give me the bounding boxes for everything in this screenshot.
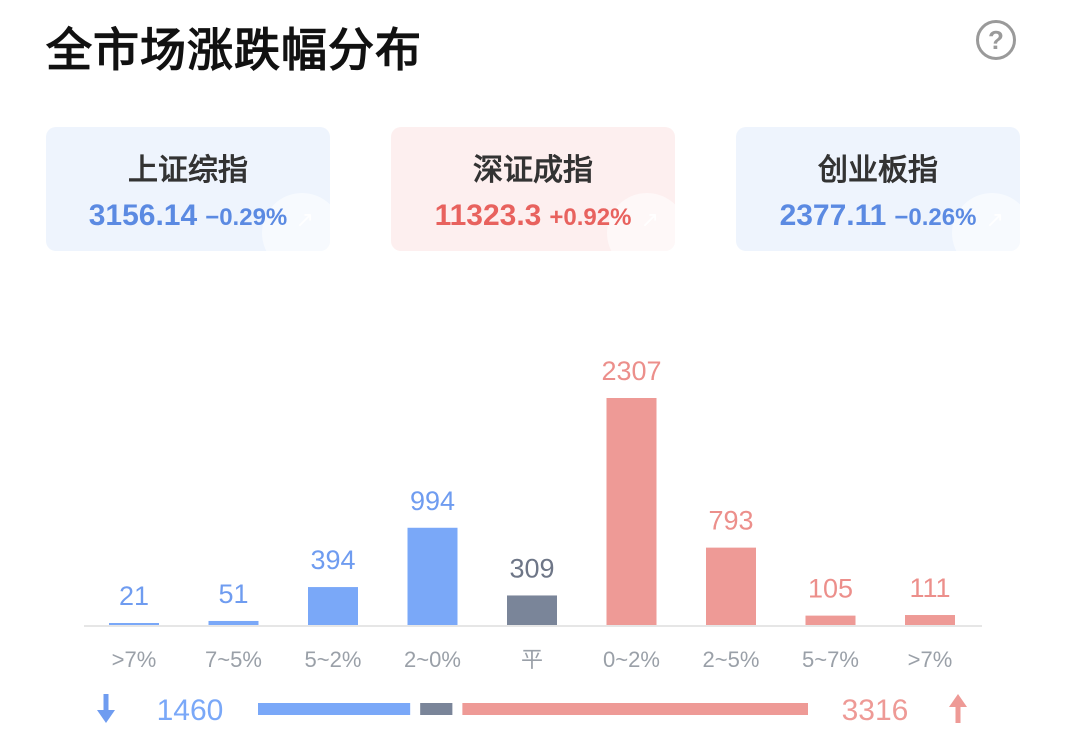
ratio-bar-down — [258, 703, 411, 715]
category-label: 2~5% — [703, 647, 760, 672]
bar-8[interactable] — [905, 615, 955, 626]
up-arrow-icon — [949, 694, 967, 723]
bar-value-label: 21 — [119, 581, 149, 611]
trend-arrow-icon: ↗ — [640, 207, 659, 232]
bar-5[interactable] — [606, 398, 657, 626]
bar-3[interactable] — [407, 527, 458, 626]
category-label: 7~5% — [205, 647, 262, 672]
bar-value-label: 111 — [909, 573, 950, 603]
ratio-bar-up — [462, 703, 808, 715]
category-label: 2~0% — [404, 647, 461, 672]
bar-4[interactable] — [507, 595, 557, 626]
index-value: 2377.11 — [779, 199, 887, 232]
down-count: 1460 — [157, 694, 224, 727]
bar-0[interactable] — [109, 623, 159, 626]
trend-arrow-icon: ↗ — [985, 207, 1004, 232]
category-label: >7% — [112, 647, 157, 672]
index-name: 创业板指 — [818, 153, 938, 188]
index-name: 深证成指 — [473, 153, 593, 188]
bar-1[interactable] — [208, 620, 259, 626]
bar-value-label: 2307 — [601, 356, 661, 386]
index-value: 3156.14 — [88, 199, 198, 232]
index-card-sse[interactable]: 上证综指 3156.14 −0.29% ↗ — [46, 127, 330, 251]
bar-value-label: 309 — [509, 553, 554, 583]
ratio-bar-flat — [420, 703, 453, 715]
bar-6[interactable] — [706, 547, 756, 626]
bar-2[interactable] — [308, 587, 358, 626]
category-label: 0~2% — [603, 647, 660, 672]
trend-arrow-icon: ↗ — [295, 207, 314, 232]
category-label: 5~7% — [802, 647, 859, 672]
index-value: 11323.3 — [434, 199, 542, 232]
index-card-szse[interactable]: 深证成指 11323.3 +0.92% ↗ — [391, 127, 675, 251]
index-change: +0.92% — [549, 204, 632, 231]
bar-value-label: 394 — [310, 545, 355, 575]
bar-value-label: 994 — [410, 486, 455, 516]
category-label: 平 — [521, 647, 543, 672]
index-change: −0.26% — [894, 204, 977, 231]
page-title: 全市场涨跌幅分布 — [46, 23, 422, 77]
down-arrow-icon — [97, 694, 115, 723]
question-mark-icon[interactable]: ? — [976, 20, 1016, 60]
bar-value-label: 793 — [708, 506, 753, 536]
bar-7[interactable] — [805, 615, 856, 626]
index-name: 上证综指 — [128, 153, 248, 188]
index-card-chinext[interactable]: 创业板指 2377.11 −0.26% ↗ — [736, 127, 1020, 251]
category-label: 5~2% — [305, 647, 362, 672]
index-change: −0.29% — [205, 204, 288, 231]
bar-value-label: 51 — [218, 579, 248, 609]
bar-value-label: 105 — [808, 574, 853, 604]
up-count: 3316 — [842, 694, 909, 727]
category-label: >7% — [908, 647, 953, 672]
